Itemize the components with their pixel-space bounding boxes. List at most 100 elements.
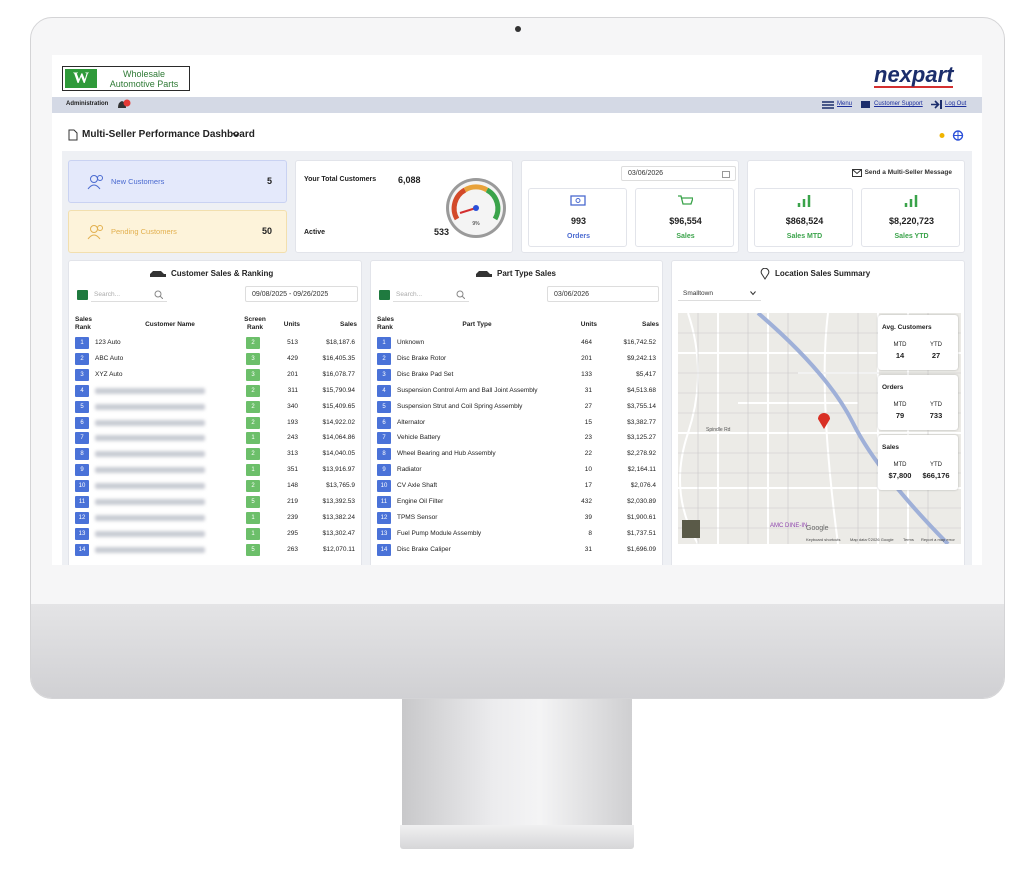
map-label: AMC DINE-IN [770,523,808,529]
nav-link[interactable]: Menu [837,101,853,107]
stat-label: Orders [882,384,904,391]
screen-rank-badge: 1 [246,464,260,477]
map-footer[interactable]: Keyboard shortcuts [806,537,841,542]
sales: $13,382.24 [322,513,355,521]
rank-badge: 5 [75,400,89,413]
message-link[interactable]: Send a Multi-Seller Message [864,169,952,176]
map-footer[interactable]: Terms [903,537,914,542]
search-icon [154,290,163,299]
customer-sales-panel: Customer Sales & Ranking Search... 09/08… [68,260,362,565]
toolbar-icons[interactable] [937,130,965,141]
customer-name: XYZ Auto [95,370,123,378]
map-footer: Map data ©2026 Google [850,537,894,542]
column-header: Screen Rank [244,316,266,331]
rank-badge: 13 [75,527,89,540]
blurred-name [95,467,205,474]
rank-badge: 5 [377,400,391,413]
card-label: Sales MTD [786,233,823,240]
card-value: 6,088 [398,175,421,185]
nav-link[interactable]: Customer Support [874,101,923,107]
bars-icon [904,195,918,207]
date-box[interactable]: 03/06/2026 [547,286,659,302]
part-type-panel: Part Type Sales Search... 03/06/2026 Sal… [370,260,663,565]
units: 148 [287,482,298,490]
sales: $1,696.09 [627,545,656,553]
menu-icon[interactable] [822,101,834,109]
sales: $18,187.6 [326,339,355,346]
logo-text: Wholesale [122,69,166,79]
card-value: 5 [266,176,272,186]
camera [515,26,521,32]
part-type: Vehicle Battery [397,434,441,442]
rank-badge: 1 [75,337,89,349]
map[interactable]: Spindle Rd AMC DINE-IN Google Keyboard s… [678,313,961,544]
nav-link[interactable]: Log Out [945,101,967,107]
excel-icon[interactable] [379,290,390,300]
rank-badge: 6 [75,416,89,429]
units: 8 [588,529,592,537]
card-value: 533 [434,227,450,237]
sales-subcard[interactable]: $96,554 Sales [635,188,734,247]
rank-badge: 12 [75,511,89,524]
sales-ytd-subcard[interactable]: $8,220,723 Sales YTD [861,188,960,247]
orders-subcard[interactable]: 993 Orders [528,188,627,247]
page-title[interactable]: Multi-Seller Performance Dashboard [82,129,255,140]
logo-mark: W [65,69,97,88]
stand-base [400,825,634,849]
part-type: Disc Brake Caliper [397,545,451,553]
rank-badge: 3 [75,368,89,381]
rank-badge: 8 [75,448,89,461]
column-header: Sales Rank [377,316,394,331]
part-type: Unknown [397,339,425,346]
screen-rank-badge: 3 [246,368,260,381]
sales-mtd-subcard[interactable]: $868,524 Sales MTD [754,188,853,247]
orders-card: 03/06/2026 993 Orders $96,554 Sales [521,160,739,253]
sales: $16,078.77 [322,370,355,378]
screen-rank-badge: 2 [246,480,260,493]
rank-badge: 14 [75,543,89,556]
units: 464 [581,339,592,346]
excel-icon[interactable] [77,290,88,300]
sales: $12,070.11 [322,545,355,553]
part-type: TPMS Sensor [397,513,438,521]
units: 340 [287,402,298,410]
customer-name: 123 Auto [95,339,121,346]
units: 351 [287,466,298,474]
rank-badge: 7 [75,432,89,445]
date-box[interactable]: 03/06/2026 [621,166,736,181]
units: 17 [584,482,592,490]
stat-value: 27 [931,351,941,360]
units: 15 [584,418,592,426]
map-roads [678,313,961,544]
logout-icon[interactable] [931,100,943,109]
search-icon [456,290,465,299]
units: 263 [287,545,298,553]
monitor-chin [31,604,1004,698]
nav-admin[interactable]: Administration [66,101,109,107]
support-icon[interactable] [860,100,871,109]
stat-value: $66,176 [922,471,950,480]
screen-rank-badge: 3 [246,352,260,365]
blurred-name [95,499,205,505]
new-customers-card[interactable]: New Customers 5 [68,160,287,203]
bell-icon[interactable] [116,99,132,111]
parts-icon [476,271,492,277]
location-dropdown[interactable]: Smalltown [678,286,761,301]
card-label: Sales [676,233,695,240]
units: 432 [581,498,592,505]
map-footer[interactable]: Report a map error [921,537,955,542]
panel-title: Location Sales Summary [775,269,871,278]
units: 201 [287,370,298,378]
gauge: 9% [446,178,506,238]
map-label: Spindle Rd [706,427,731,433]
chevron[interactable] [232,132,240,138]
search-box[interactable]: Search... [91,287,167,302]
card-value: $96,554 [669,216,702,226]
pending-customers-card[interactable]: Pending Customers 50 [68,210,287,253]
screen-rank-badge: 5 [246,543,260,556]
search-box[interactable]: Search... [393,287,469,302]
blurred-name [95,451,205,458]
sales: $13,392.53 [322,498,355,505]
date-box[interactable]: 09/08/2025 - 09/26/2025 [245,286,358,302]
